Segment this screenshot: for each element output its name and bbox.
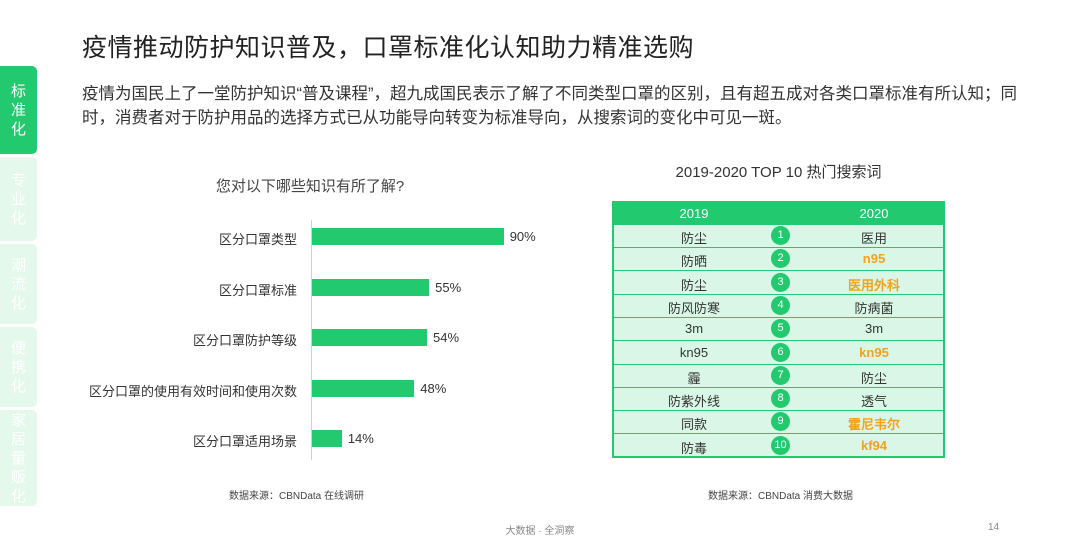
- bar-value-label: 14%: [347, 431, 374, 446]
- rank-badge: 6: [771, 342, 790, 362]
- term-2019: 防尘: [680, 277, 707, 293]
- rank-badge: 1: [771, 226, 790, 245]
- table-row: 防尘 1 医用: [614, 225, 943, 248]
- page-number: 14: [988, 522, 1000, 533]
- table-title: 2019-2020 TOP 10 热门搜索词: [675, 164, 882, 181]
- rank-badge: 8: [771, 389, 790, 409]
- rank-badge: 3: [771, 272, 790, 292]
- bar-value-label: 48%: [420, 380, 447, 396]
- side-tab-standardization[interactable]: 标准化: [0, 66, 37, 154]
- side-tab-professional[interactable]: 专业化: [0, 157, 37, 241]
- side-tab-portable[interactable]: 便携化: [0, 327, 37, 407]
- rank-badge: 7: [771, 365, 790, 385]
- table-row: 防尘 3 医用外科: [614, 272, 943, 295]
- term-2020: kn95: [859, 344, 889, 360]
- term-2020: 防病菌: [854, 300, 894, 316]
- table-row: 3m 5 3m: [614, 318, 943, 342]
- side-tab-household[interactable]: 家居量贩化: [0, 410, 37, 506]
- term-2019: 霾: [687, 370, 701, 386]
- table-row: 防风防寒 4 防病菌: [614, 295, 943, 318]
- term-2020: 3m: [864, 321, 884, 337]
- term-2019: 同款: [680, 417, 707, 433]
- term-2019: 防紫外线: [667, 394, 720, 410]
- footer-slogan: 大数据 · 全洞察: [505, 526, 575, 537]
- term-2019: 3m: [684, 321, 704, 337]
- bar: [312, 379, 415, 397]
- term-2019: kn95: [679, 344, 709, 360]
- term-2020: 透气: [860, 394, 887, 410]
- table-row: 防晒 2 n95: [614, 248, 943, 272]
- table-header: 2019 2020: [614, 203, 943, 225]
- term-2020: 医用外科: [847, 277, 900, 293]
- term-2019: 防风防寒: [667, 300, 720, 316]
- rank-badge: 5: [771, 319, 790, 339]
- page-title: 疫情推动防护知识普及，口罩标准化认知助力精准选购: [82, 34, 695, 62]
- bar: [312, 329, 428, 346]
- bar: [312, 228, 504, 245]
- rank-badge: 2: [771, 249, 790, 269]
- table-row: 防毒 10 kf94: [614, 435, 943, 458]
- bar-value-label: 90%: [509, 229, 536, 244]
- table-row: kn95 6 kn95: [614, 342, 943, 365]
- bar: [312, 278, 430, 296]
- header-2020: 2020: [859, 206, 889, 221]
- chart-title: 您对以下哪些知识有所了解?: [215, 178, 405, 195]
- term-2019: 防毒: [680, 440, 707, 456]
- bar-label: 区分口罩类型: [218, 232, 297, 247]
- bar-value-label: 55%: [435, 279, 462, 295]
- bar-label: 区分口罩防护等级: [192, 333, 297, 348]
- rank-badge: 4: [771, 295, 790, 315]
- header-2019: 2019: [679, 206, 709, 221]
- bar-label: 区分口罩标准: [218, 282, 297, 298]
- search-terms-table: 2019 2020 防尘 1 医用 防晒 2 n95 防尘 3 医用外科 防风防寒 4 防病菌 3m 5 3…: [612, 201, 945, 458]
- chart-source: 数据来源：CBNData 在线调研: [229, 491, 365, 502]
- rank-badge: 10: [771, 435, 790, 455]
- chart-axis: [311, 220, 312, 460]
- side-tab-trendy[interactable]: 潮流化: [0, 244, 37, 324]
- term-2020: n95: [862, 251, 886, 267]
- bar-label: 区分口罩的使用有效时间和使用次数: [88, 383, 297, 399]
- table-source: 数据来源：CBNData 消费大数据: [708, 491, 854, 502]
- term-2020: kf94: [860, 437, 888, 453]
- bar-value-label: 54%: [433, 330, 460, 345]
- term-2020: 防尘: [860, 370, 887, 386]
- bar: [312, 430, 342, 447]
- term-2020: 霍尼韦尔: [847, 417, 900, 433]
- bar-label: 区分口罩适用场景: [192, 434, 297, 449]
- rank-badge: 9: [771, 412, 790, 432]
- table-row: 防紫外线 8 透气: [614, 388, 943, 412]
- table-row: 霾 7 防尘: [614, 365, 943, 388]
- table-row: 同款 9 霍尼韦尔: [614, 411, 943, 435]
- term-2020: 医用: [860, 231, 887, 246]
- term-2019: 防晒: [680, 254, 707, 270]
- term-2019: 防尘: [680, 231, 707, 246]
- intro-paragraph: 疫情为国民上了一堂防护知识“普及课程”，超九成国民表示了解了不同类型口罩的区别，…: [82, 85, 1017, 127]
